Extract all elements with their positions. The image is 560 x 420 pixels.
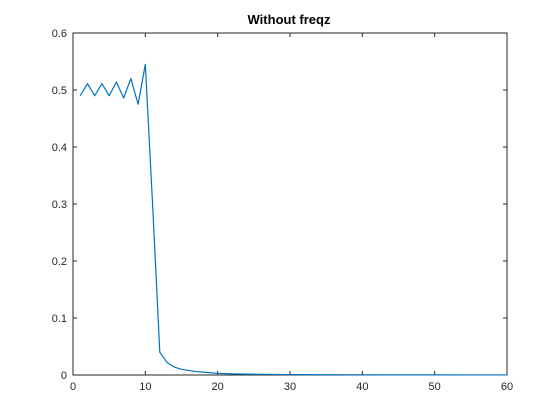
chart-title: Without freqz — [248, 12, 331, 27]
plot-area: 0 10 20 30 40 50 60 0 0.1 0.2 0.3 0.4 0.5 0.6 — [52, 28, 513, 393]
x-tick-label: 40 — [356, 381, 368, 393]
x-tick-label: 60 — [501, 381, 513, 393]
x-tick-label: 30 — [284, 381, 296, 393]
y-tick-label: 0 — [61, 370, 67, 382]
y-tick-label: 0.2 — [52, 256, 67, 268]
x-tick-label: 20 — [212, 381, 224, 393]
x-tick-label: 0 — [70, 381, 76, 393]
axes-box — [72, 32, 508, 376]
x-tick-label: 10 — [139, 381, 151, 393]
y-tick-label: 0.1 — [52, 313, 67, 325]
series-line — [79, 63, 507, 376]
y-tick-label: 0.4 — [52, 142, 67, 154]
y-tick-label: 0.6 — [52, 28, 67, 40]
y-tick-label: 0.3 — [52, 199, 67, 211]
x-tick-label: 50 — [429, 381, 441, 393]
y-tick-label: 0.5 — [52, 85, 67, 97]
